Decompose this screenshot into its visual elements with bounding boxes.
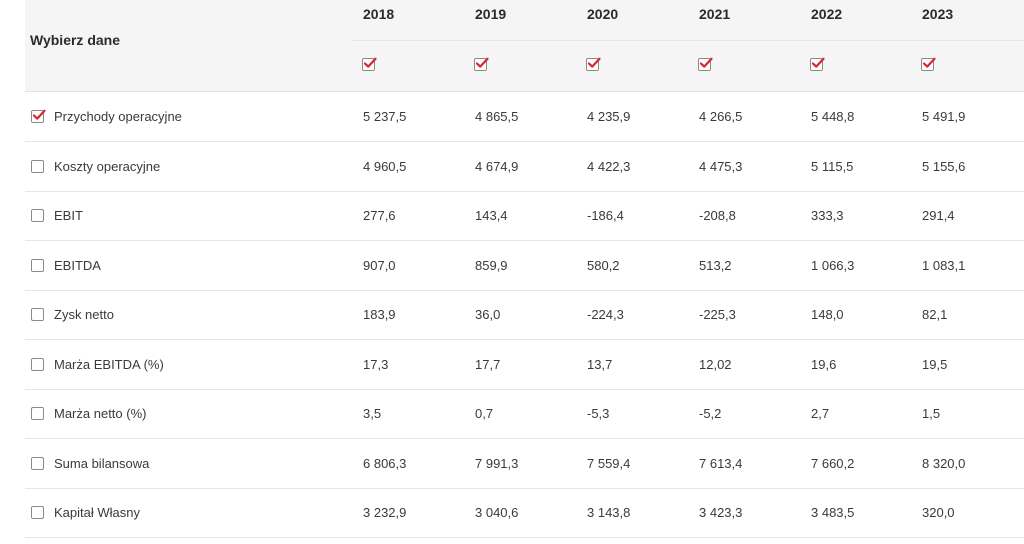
row-checkbox[interactable] [31, 506, 44, 519]
table-cell: 143,4 [475, 208, 508, 223]
table-cell: -224,3 [587, 307, 624, 322]
table-cell: 1 066,3 [811, 258, 855, 273]
table-cell: 17,7 [475, 357, 501, 372]
table-cell: 4 674,9 [475, 159, 519, 174]
year-checkbox-2023[interactable] [921, 57, 936, 71]
year-checkbox-2020[interactable] [586, 57, 601, 71]
table-cell: 7 660,2 [811, 456, 855, 471]
table-cell: 3 040,6 [475, 505, 519, 520]
row-label: EBITDA [54, 258, 101, 273]
table-cell: -186,4 [587, 208, 624, 223]
row-checkbox[interactable] [31, 407, 44, 420]
row-label: Marża EBITDA (%) [54, 357, 164, 372]
table-cell: 82,1 [922, 307, 948, 322]
table-cell: 291,4 [922, 208, 955, 223]
row-checkbox[interactable] [31, 109, 46, 123]
year-header-2020: 2020 [587, 6, 619, 22]
table-row: Marża netto (%) 3,5 0,7 -5,3 -5,2 2,7 1,5 [25, 389, 1024, 439]
row-checkbox[interactable] [31, 259, 44, 272]
table-row: Kapitał Własny 3 232,9 3 040,6 3 143,8 3 423… [25, 488, 1024, 538]
table-cell: 183,9 [363, 307, 396, 322]
table-cell: 3 232,9 [363, 505, 407, 520]
table-row: Przychody operacyjne 5 237,5 4 865,5 4 235,… [25, 92, 1024, 142]
table-cell: 277,6 [363, 208, 396, 223]
year-checkbox-2018[interactable] [362, 57, 377, 71]
header-divider [352, 40, 1024, 41]
table-cell: 859,9 [475, 258, 508, 273]
table-cell: 513,2 [699, 258, 732, 273]
year-header-2019: 2019 [475, 6, 507, 22]
table-cell: 4 266,5 [699, 109, 743, 124]
row-label: Koszty operacyjne [54, 159, 161, 174]
table-cell: 7 613,4 [699, 456, 743, 471]
table-cell: 1 083,1 [922, 258, 966, 273]
table-header: Wybierz dane 2018 2019 2020 2021 2022 2023 [25, 0, 1024, 92]
table-cell: 3,5 [363, 406, 382, 421]
year-checkbox-2021[interactable] [698, 57, 713, 71]
table-row: EBITDA 907,0 859,9 580,2 513,2 1 066,3 1 083,1 [25, 241, 1024, 291]
table-cell: 7 559,4 [587, 456, 631, 471]
table-row: Zysk netto 183,9 36,0 -224,3 -225,3 148,0 82,1 [25, 290, 1024, 340]
row-label: Suma bilansowa [54, 456, 150, 471]
table-row: Marża EBITDA (%) 17,3 17,7 13,7 12,02 19,6 19,… [25, 340, 1024, 390]
row-label: Przychody operacyjne [54, 109, 182, 124]
table-cell: 13,7 [587, 357, 613, 372]
row-checkbox[interactable] [31, 308, 44, 321]
table-cell: 3 423,3 [699, 505, 743, 520]
table-cell: 17,3 [363, 357, 389, 372]
table-cell: 3 483,5 [811, 505, 855, 520]
row-checkbox[interactable] [31, 457, 44, 470]
table-cell: 12,02 [699, 357, 732, 372]
table-cell: 2,7 [811, 406, 830, 421]
table-cell: 5 448,8 [811, 109, 855, 124]
table-cell: 148,0 [811, 307, 844, 322]
select-data-heading: Wybierz dane [30, 32, 120, 48]
table-cell: 4 422,3 [587, 159, 631, 174]
table-cell: 36,0 [475, 307, 501, 322]
table-cell: 333,3 [811, 208, 844, 223]
table-cell: 5 115,5 [811, 159, 854, 174]
year-header-2023: 2023 [922, 6, 954, 22]
year-checkbox-2022[interactable] [810, 57, 825, 71]
year-header-2021: 2021 [699, 6, 731, 22]
table-cell: 320,0 [922, 505, 955, 520]
table-cell: -5,2 [699, 406, 722, 421]
row-label: EBIT [54, 208, 83, 223]
table-cell: 580,2 [587, 258, 620, 273]
row-label: Marża netto (%) [54, 406, 147, 421]
table-row: Koszty operacyjne 4 960,5 4 674,9 4 422,3 4 … [25, 142, 1024, 192]
row-checkbox[interactable] [31, 160, 44, 173]
row-checkbox[interactable] [31, 209, 44, 222]
table-cell: 19,5 [922, 357, 948, 372]
table-cell: 4 865,5 [475, 109, 519, 124]
table-cell: 0,7 [475, 406, 494, 421]
table-cell: 4 475,3 [699, 159, 743, 174]
row-label: Zysk netto [54, 307, 114, 322]
table-cell: 4 235,9 [587, 109, 631, 124]
year-header-2022: 2022 [811, 6, 843, 22]
table-cell: 7 991,3 [475, 456, 519, 471]
table-cell: 1,5 [922, 406, 941, 421]
table-cell: -208,8 [699, 208, 736, 223]
table-cell: 5 491,9 [922, 109, 966, 124]
table-cell: 8 320,0 [922, 456, 966, 471]
table-cell: 4 960,5 [363, 159, 407, 174]
table-cell: 5 155,6 [922, 159, 966, 174]
table-row: Suma bilansowa 6 806,3 7 991,3 7 559,4 7 613… [25, 439, 1024, 489]
year-header-2018: 2018 [363, 6, 395, 22]
table-cell: -225,3 [699, 307, 736, 322]
year-checkbox-2019[interactable] [474, 57, 489, 71]
table-cell: 19,6 [811, 357, 837, 372]
table-cell: -5,3 [587, 406, 610, 421]
table-cell: 5 237,5 [363, 109, 407, 124]
table-cell: 3 143,8 [587, 505, 631, 520]
table-cell: 907,0 [363, 258, 396, 273]
row-label: Kapitał Własny [54, 505, 140, 520]
financial-data-table: Wybierz dane 2018 2019 2020 2021 2022 2023 Pr… [25, 0, 1024, 538]
table-row: EBIT 277,6 143,4 -186,4 -208,8 333,3 291,4 [25, 191, 1024, 241]
table-cell: 6 806,3 [363, 456, 407, 471]
row-checkbox[interactable] [31, 358, 44, 371]
